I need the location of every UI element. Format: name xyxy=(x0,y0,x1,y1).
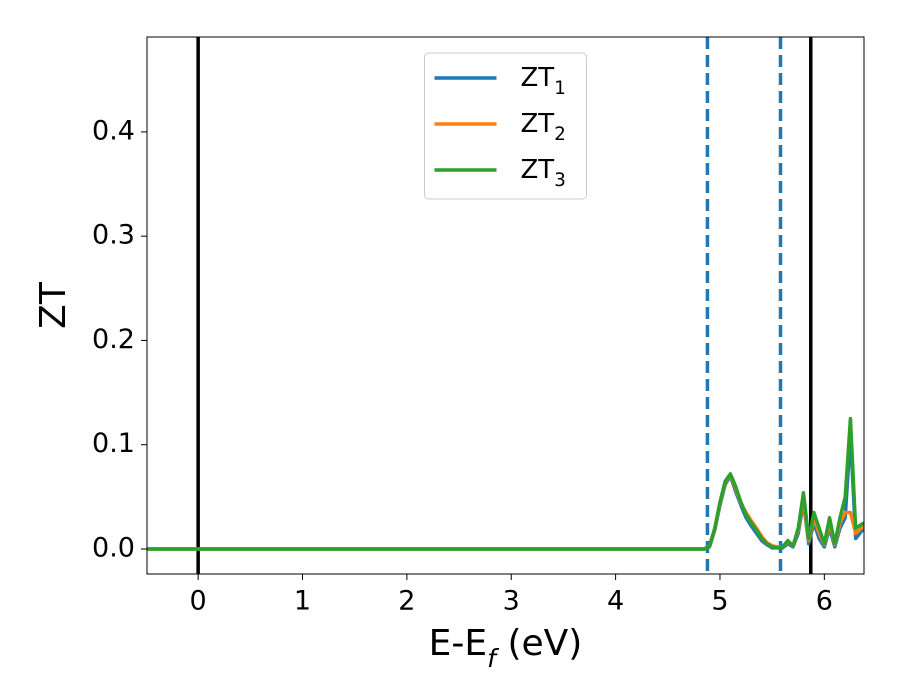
y-tick-label: 0.3 xyxy=(92,220,135,251)
legend-label: ZT2 xyxy=(521,109,566,145)
legend-label: ZT1 xyxy=(521,63,566,99)
y-tick-label: 0.4 xyxy=(92,115,135,146)
series-line xyxy=(147,416,864,551)
plot-area xyxy=(147,37,864,574)
y-axis-label: ZT xyxy=(33,281,74,329)
legend-label: ZT3 xyxy=(521,155,566,191)
series-line xyxy=(147,473,864,551)
x-tick-label: 4 xyxy=(607,586,624,617)
x-tick-label: 5 xyxy=(711,586,728,617)
x-tick-label: 3 xyxy=(503,586,520,617)
axes-frame xyxy=(146,36,865,575)
legend-box xyxy=(424,52,587,200)
x-tick-label: 2 xyxy=(398,586,415,617)
y-tick-label: 0.0 xyxy=(92,532,135,563)
x-axis-label: E-Ef (eV) xyxy=(429,623,583,673)
x-tick-label: 1 xyxy=(294,586,311,617)
y-tick-label: 0.1 xyxy=(92,428,135,459)
x-tick-label: 6 xyxy=(816,586,833,617)
y-tick-label: 0.2 xyxy=(92,324,135,355)
x-tick-label: 0 xyxy=(190,586,207,617)
